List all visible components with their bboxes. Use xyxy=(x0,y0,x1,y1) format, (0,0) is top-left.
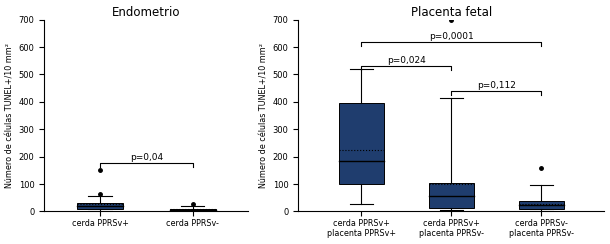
Title: Placenta fetal: Placenta fetal xyxy=(411,6,492,19)
Bar xyxy=(429,183,474,208)
Text: p=0,024: p=0,024 xyxy=(387,56,426,65)
Bar xyxy=(519,201,564,209)
Bar xyxy=(77,203,123,209)
Y-axis label: Número de células TUNEL+/10 mm²: Número de células TUNEL+/10 mm² xyxy=(5,43,15,188)
Bar xyxy=(339,103,384,184)
Y-axis label: Número de células TUNEL+/10 mm²: Número de células TUNEL+/10 mm² xyxy=(259,43,268,188)
Title: Endometrio: Endometrio xyxy=(112,6,181,19)
Text: p=0,112: p=0,112 xyxy=(477,81,516,90)
Text: p=0,0001: p=0,0001 xyxy=(429,31,474,41)
Text: p=0,04: p=0,04 xyxy=(130,153,163,163)
Bar xyxy=(170,209,216,211)
